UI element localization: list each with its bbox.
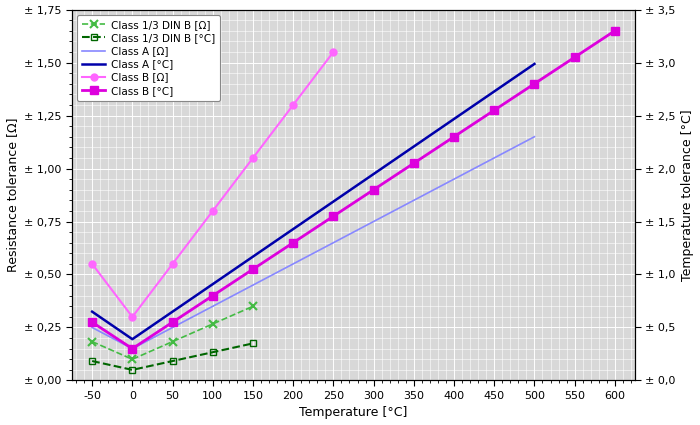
Class A [Ω] [490,156,498,161]
Class A [°C] [450,116,459,122]
Class 1/3 DIN B [°C] [209,350,217,355]
Class B [°C] [169,320,177,325]
Class B [°C] [570,55,579,60]
Class B [°C] [490,108,498,113]
Class A [Ω] [370,219,378,224]
Class A [Ω] [209,304,217,309]
Y-axis label: Temperature tolerance [°C]: Temperature tolerance [°C] [681,109,694,281]
Class 1/3 DIN B [°C] [128,367,136,372]
Class 1/3 DIN B [Ω] [88,339,97,344]
Line: Class B [Ω]: Class B [Ω] [89,48,337,320]
Class A [Ω] [169,325,177,330]
Class B [Ω] [209,208,217,213]
Class B [Ω] [248,156,257,161]
Class A [°C] [410,144,418,149]
Class A [°C] [248,254,257,259]
Class A [°C] [209,282,217,287]
Class B [°C] [610,28,619,33]
Line: Class A [°C]: Class A [°C] [92,64,534,339]
Class B [°C] [128,346,136,351]
Class A [Ω] [128,346,136,351]
Class A [Ω] [410,198,418,203]
Line: Class A [Ω]: Class A [Ω] [92,137,534,348]
Class B [Ω] [128,314,136,320]
Class B [°C] [209,293,217,298]
Line: Class 1/3 DIN B [Ω]: Class 1/3 DIN B [Ω] [88,302,257,363]
Class B [°C] [530,81,538,86]
Class A [°C] [490,89,498,94]
Class 1/3 DIN B [Ω] [169,339,177,344]
Class B [°C] [370,187,378,192]
Class B [°C] [410,161,418,166]
X-axis label: Temperature [°C]: Temperature [°C] [300,406,407,419]
Class B [°C] [329,214,337,219]
Class A [°C] [370,171,378,176]
Class B [Ω] [169,261,177,266]
Class A [°C] [530,61,538,66]
Line: Class 1/3 DIN B [°C]: Class 1/3 DIN B [°C] [89,340,256,373]
Class A [Ω] [530,134,538,139]
Class B [Ω] [329,49,337,54]
Class 1/3 DIN B [°C] [88,359,97,364]
Class A [°C] [289,227,298,232]
Class A [°C] [169,309,177,314]
Class B [°C] [450,134,459,139]
Class B [°C] [88,320,97,325]
Y-axis label: Resistance tolerance [Ω]: Resistance tolerance [Ω] [6,118,19,272]
Line: Class B [°C]: Class B [°C] [88,27,619,353]
Class A [Ω] [329,240,337,245]
Class A [Ω] [450,176,459,181]
Class A [Ω] [248,283,257,288]
Class 1/3 DIN B [Ω] [209,321,217,326]
Class 1/3 DIN B [°C] [169,359,177,364]
Class A [Ω] [88,325,97,330]
Class A [°C] [88,309,97,314]
Class 1/3 DIN B [°C] [248,341,257,346]
Class B [°C] [289,240,298,245]
Class B [Ω] [289,102,298,108]
Legend: Class 1/3 DIN B [Ω], Class 1/3 DIN B [°C], Class A [Ω], Class A [°C], Class B [Ω: Class 1/3 DIN B [Ω], Class 1/3 DIN B [°C… [77,15,220,101]
Class B [Ω] [88,261,97,266]
Class B [°C] [248,266,257,272]
Class 1/3 DIN B [Ω] [128,357,136,362]
Class A [°C] [128,337,136,342]
Class 1/3 DIN B [Ω] [248,304,257,309]
Class A [°C] [329,199,337,204]
Class A [Ω] [289,261,298,266]
